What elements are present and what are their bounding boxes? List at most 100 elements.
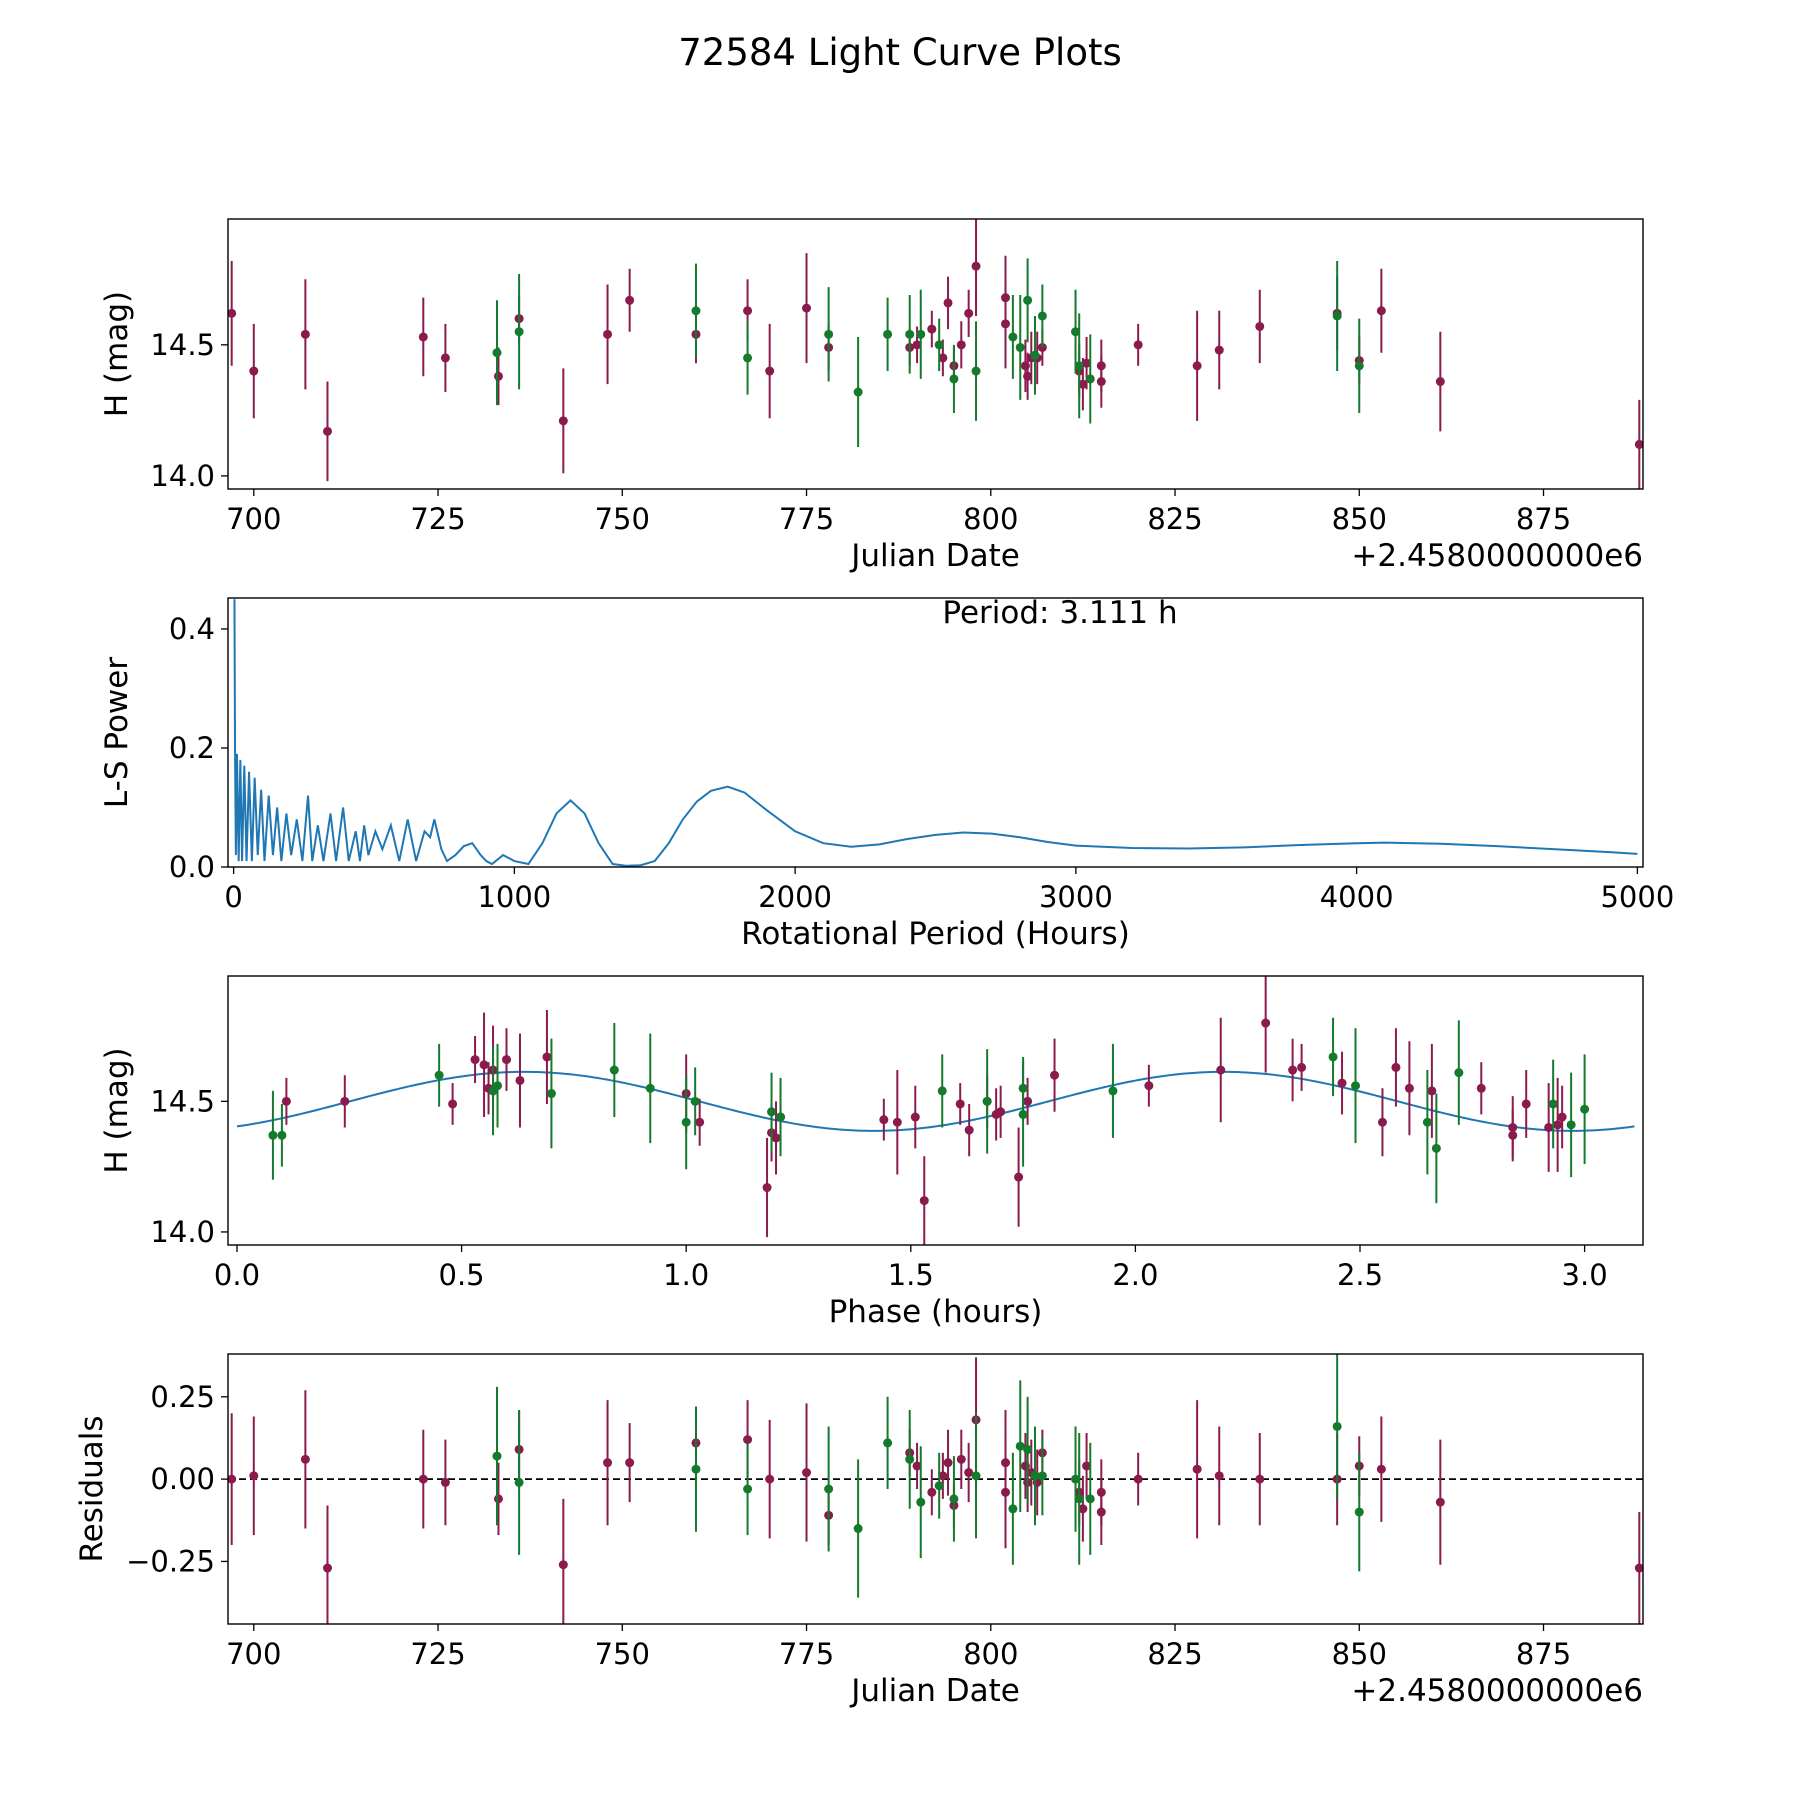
data-point-r	[1435, 1497, 1445, 1507]
data-point-r	[802, 1468, 812, 1478]
x-tick-label: 0.0	[214, 1258, 260, 1292]
data-point-r	[879, 1115, 889, 1125]
data-point-r	[1078, 1504, 1088, 1514]
data-point-r	[558, 416, 568, 426]
data-point-g	[1074, 1494, 1084, 1504]
data-point-g	[767, 1107, 777, 1117]
data-point-r	[1297, 1062, 1307, 1072]
data-point-g	[1332, 311, 1342, 321]
data-point-r	[1214, 1471, 1224, 1481]
x-tick-label: 850	[1332, 502, 1387, 536]
data-point-r	[340, 1096, 350, 1106]
data-point-g	[971, 366, 981, 376]
x-axis-label: Julian Date	[849, 538, 1020, 574]
data-point-r	[964, 308, 974, 318]
data-point-r	[1557, 1112, 1567, 1122]
x-tick-label: 5000	[1600, 880, 1674, 914]
data-point-r	[440, 1477, 450, 1487]
data-point-g	[743, 353, 753, 363]
data-point-g	[1108, 1086, 1118, 1096]
data-point-r	[1544, 1122, 1554, 1132]
data-point-r	[1050, 1070, 1060, 1080]
y-tick-label: 0.4	[169, 612, 215, 646]
data-point-g	[1030, 350, 1040, 360]
data-point-r	[927, 324, 937, 334]
data-point-r	[322, 1563, 332, 1573]
data-point-r	[228, 1474, 237, 1484]
data-point-g	[691, 306, 701, 316]
data-point-r	[1377, 1117, 1387, 1127]
data-point-r	[943, 1458, 953, 1468]
x-tick-label: 0	[224, 880, 242, 914]
data-point-r	[603, 329, 613, 339]
data-point-r	[771, 1133, 781, 1143]
data-point-g	[1074, 361, 1084, 371]
plot-area	[236, 976, 1635, 1245]
data-point-g	[1085, 374, 1095, 384]
data-point-g	[1037, 311, 1047, 321]
data-point-r	[1214, 345, 1224, 355]
x-tick-label: 1.5	[888, 1258, 934, 1292]
data-point-r	[479, 1060, 489, 1070]
data-point-r	[448, 1099, 458, 1109]
x-tick-label: 825	[1147, 502, 1202, 536]
data-point-r	[1553, 1120, 1563, 1130]
data-point-r	[470, 1055, 480, 1065]
x-tick-label: 875	[1516, 1637, 1571, 1671]
data-point-g	[853, 1524, 863, 1534]
x-tick-label: 775	[779, 502, 834, 536]
data-point-r	[440, 353, 450, 363]
data-point-r	[300, 329, 310, 339]
data-point-g	[1354, 361, 1364, 371]
data-point-r	[892, 1117, 902, 1127]
x-offset-label: +2.4580000000e6	[1351, 1673, 1643, 1709]
data-point-r	[558, 1560, 568, 1570]
data-point-g	[1351, 1081, 1361, 1091]
data-point-r	[1476, 1083, 1486, 1093]
data-point-r	[695, 1117, 705, 1127]
data-point-r	[1133, 340, 1143, 350]
data-point-r	[1023, 371, 1033, 381]
data-point-r	[1376, 306, 1386, 316]
data-point-g	[982, 1096, 992, 1106]
x-tick-label: 850	[1332, 1637, 1387, 1671]
data-point-r	[1216, 1065, 1226, 1075]
data-point-r	[1391, 1062, 1401, 1072]
data-point-r	[418, 1474, 428, 1484]
x-tick-label: 3.0	[1562, 1258, 1608, 1292]
data-point-r	[1634, 439, 1643, 449]
data-point-r	[1192, 361, 1202, 371]
data-point-r	[1435, 377, 1445, 387]
y-axis-label: H (mag)	[99, 291, 135, 417]
data-point-r	[912, 1461, 922, 1471]
lightcurve-panel: 700 725 750 775 800 825 850 875 14.0 14.5 Julian D…	[99, 218, 1644, 574]
data-point-r	[943, 298, 953, 308]
data-point-r	[249, 1471, 259, 1481]
data-point-g	[1015, 1441, 1025, 1451]
data-point-r	[919, 1196, 929, 1206]
data-point-r	[802, 303, 812, 313]
plot-area	[228, 219, 1643, 489]
data-point-g	[691, 1464, 701, 1474]
x-tick-label: 725	[410, 1637, 465, 1671]
axes-frame	[227, 218, 1644, 490]
data-point-g	[1580, 1104, 1590, 1114]
data-point-r	[625, 1458, 635, 1468]
data-point-r	[1078, 379, 1088, 389]
data-point-r	[1261, 1018, 1271, 1028]
data-point-g	[1071, 327, 1081, 337]
data-point-g	[492, 1451, 502, 1461]
data-point-r	[1337, 1078, 1347, 1088]
data-point-g	[1008, 332, 1018, 342]
data-point-g	[916, 1497, 926, 1507]
data-point-g	[609, 1065, 619, 1075]
x-tick-label: 2000	[758, 880, 832, 914]
data-point-g	[1548, 1099, 1558, 1109]
x-tick-label: 800	[963, 1637, 1018, 1671]
data-point-r	[964, 1125, 974, 1135]
data-point-g	[645, 1083, 655, 1093]
x-tick-label: 3000	[1039, 880, 1113, 914]
data-point-r	[542, 1052, 552, 1062]
data-point-r	[765, 1474, 775, 1484]
data-point-g	[1030, 1471, 1040, 1481]
